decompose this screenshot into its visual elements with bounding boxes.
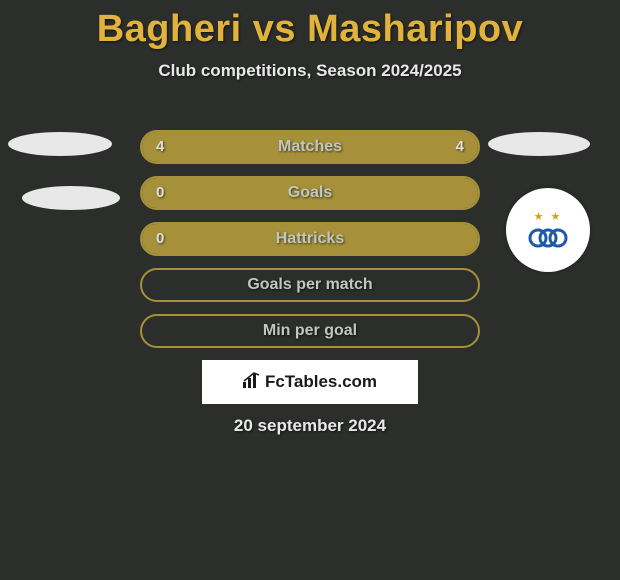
badge-rings-icon xyxy=(526,227,570,249)
stat-label: Goals xyxy=(142,178,478,208)
stat-row: Goals per match xyxy=(140,268,480,302)
left-player-shape-2 xyxy=(22,186,120,210)
stat-label: Goals per match xyxy=(142,270,478,300)
stat-row: Hattricks0 xyxy=(140,222,480,256)
comparison-card: Bagheri vs Masharipov Club competitions,… xyxy=(0,8,620,580)
stat-row: Goals0 xyxy=(140,176,480,210)
right-player-shape xyxy=(488,132,590,156)
stat-value-left: 4 xyxy=(156,132,164,162)
stats-bar-group: Matches44Goals0Hattricks0Goals per match… xyxy=(140,130,480,360)
club-badge: ★ ★ xyxy=(506,188,590,272)
left-player-shape-1 xyxy=(8,132,112,156)
stat-value-right: 4 xyxy=(456,132,464,162)
snapshot-date: 20 september 2024 xyxy=(0,416,620,436)
stat-label: Min per goal xyxy=(142,316,478,346)
page-subtitle: Club competitions, Season 2024/2025 xyxy=(0,61,620,81)
logo-chart-icon xyxy=(243,372,261,393)
stat-label: Hattricks xyxy=(142,224,478,254)
stat-label: Matches xyxy=(142,132,478,162)
stat-row: Matches4 4 xyxy=(140,130,480,164)
page-title: Bagheri vs Masharipov xyxy=(0,8,620,51)
stat-value-left: 0 xyxy=(156,178,164,208)
stat-value-left: 0 xyxy=(156,224,164,254)
logo-text: FcTables.com xyxy=(265,372,377,392)
badge-stars-icon: ★ ★ xyxy=(526,212,570,223)
stat-row: Min per goal xyxy=(140,314,480,348)
site-logo: FcTables.com xyxy=(202,360,418,404)
